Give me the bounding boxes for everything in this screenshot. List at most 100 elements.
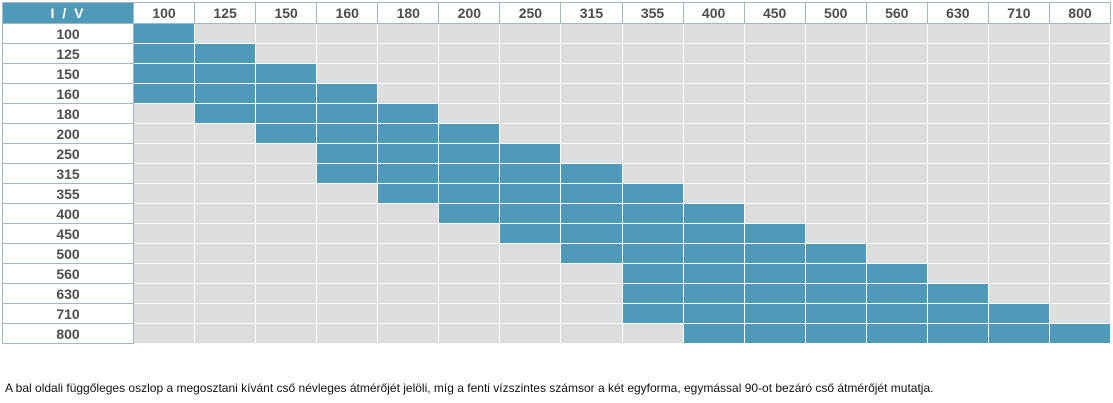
empty-cell [194, 143, 257, 164]
empty-cell [621, 163, 684, 184]
table-row: 560 [2, 263, 1112, 284]
compatible-cell [1048, 323, 1112, 344]
empty-cell [132, 183, 196, 204]
empty-cell [682, 183, 745, 204]
row-header: 315 [2, 163, 134, 184]
empty-cell [438, 223, 501, 244]
compatible-cell [194, 43, 257, 64]
column-header: 800 [1048, 2, 1112, 24]
empty-cell [1048, 243, 1112, 264]
table-row: 630 [2, 283, 1112, 304]
corner-header: I / V [2, 2, 134, 24]
table-row: 400 [2, 203, 1112, 224]
empty-cell [621, 103, 684, 124]
compatible-cell [621, 303, 684, 324]
compatible-cell [743, 323, 806, 344]
empty-cell [316, 283, 379, 304]
column-header: 200 [438, 2, 501, 24]
row-header: 100 [2, 23, 134, 44]
empty-cell [377, 203, 440, 224]
empty-cell [377, 303, 440, 324]
column-header: 450 [743, 2, 806, 24]
empty-cell [377, 23, 440, 44]
compatible-cell [682, 283, 745, 304]
empty-cell [926, 203, 989, 224]
empty-cell [132, 203, 196, 224]
empty-cell [194, 283, 257, 304]
empty-cell [682, 123, 745, 144]
empty-cell [682, 163, 745, 184]
empty-cell [804, 63, 867, 84]
empty-cell [438, 243, 501, 264]
empty-cell [132, 303, 196, 324]
empty-cell [1048, 263, 1112, 284]
empty-cell [194, 163, 257, 184]
compatible-cell [377, 123, 440, 144]
compatible-cell [438, 203, 501, 224]
empty-cell [132, 123, 196, 144]
empty-cell [499, 23, 562, 44]
compatible-cell [865, 283, 928, 304]
compatible-cell [132, 83, 196, 104]
compatible-cell [377, 163, 440, 184]
table-row: 150 [2, 63, 1112, 84]
empty-cell [316, 323, 379, 344]
empty-cell [132, 283, 196, 304]
empty-cell [987, 43, 1050, 64]
compatible-cell [377, 143, 440, 164]
empty-cell [926, 143, 989, 164]
empty-cell [255, 43, 318, 64]
empty-cell [621, 23, 684, 44]
empty-cell [621, 123, 684, 144]
compatible-cell [804, 243, 867, 264]
empty-cell [1048, 183, 1112, 204]
empty-cell [743, 83, 806, 104]
column-header: 250 [499, 2, 562, 24]
compatible-cell [804, 323, 867, 344]
empty-cell [865, 143, 928, 164]
compatible-cell [377, 183, 440, 204]
compatible-cell [682, 303, 745, 324]
compatible-cell [865, 303, 928, 324]
empty-cell [926, 163, 989, 184]
empty-cell [438, 63, 501, 84]
empty-cell [865, 183, 928, 204]
empty-cell [804, 43, 867, 64]
empty-cell [865, 243, 928, 264]
empty-cell [438, 323, 501, 344]
empty-cell [438, 83, 501, 104]
empty-cell [255, 223, 318, 244]
empty-cell [682, 43, 745, 64]
compatible-cell [132, 63, 196, 84]
empty-cell [194, 303, 257, 324]
compatible-cell [560, 223, 623, 244]
empty-cell [194, 23, 257, 44]
empty-cell [377, 263, 440, 284]
empty-cell [987, 123, 1050, 144]
table-row: 355 [2, 183, 1112, 204]
row-header: 710 [2, 303, 134, 324]
empty-cell [1048, 303, 1112, 324]
compatible-cell [255, 103, 318, 124]
compatible-cell [682, 323, 745, 344]
empty-cell [377, 323, 440, 344]
row-header: 150 [2, 63, 134, 84]
empty-cell [926, 23, 989, 44]
empty-cell [499, 83, 562, 104]
compatible-cell [132, 23, 196, 44]
compatible-cell [621, 223, 684, 244]
empty-cell [194, 183, 257, 204]
empty-cell [499, 303, 562, 324]
empty-cell [926, 83, 989, 104]
empty-cell [560, 23, 623, 44]
empty-cell [316, 183, 379, 204]
empty-cell [499, 103, 562, 124]
row-header: 450 [2, 223, 134, 244]
empty-cell [987, 203, 1050, 224]
empty-cell [987, 83, 1050, 104]
empty-cell [621, 43, 684, 64]
empty-cell [926, 43, 989, 64]
empty-cell [377, 63, 440, 84]
empty-cell [865, 123, 928, 144]
empty-cell [255, 263, 318, 284]
